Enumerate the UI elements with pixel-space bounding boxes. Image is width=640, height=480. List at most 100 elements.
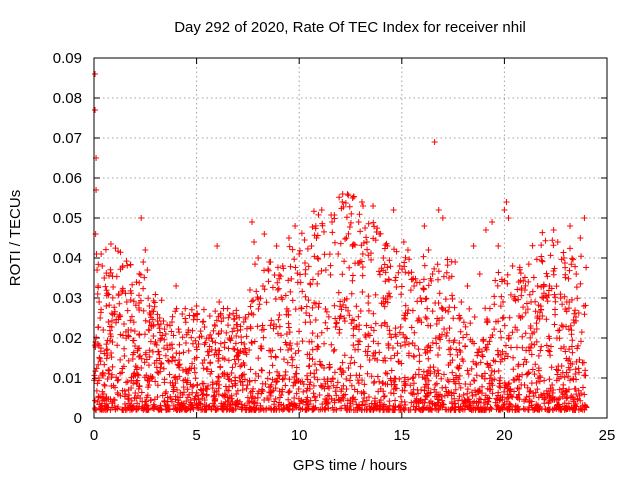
- dense-marker: [103, 270, 110, 277]
- dense-marker: [311, 361, 318, 368]
- dense-marker: [309, 356, 316, 363]
- dense-marker: [295, 385, 302, 392]
- dense-marker: [365, 330, 372, 337]
- data-point: [503, 199, 510, 205]
- dense-marker: [141, 274, 148, 281]
- dense-marker: [130, 337, 137, 344]
- dense-marker: [533, 326, 540, 333]
- dense-marker: [297, 279, 304, 286]
- dense-marker: [156, 405, 163, 412]
- dense-marker: [96, 354, 103, 361]
- dense-marker: [148, 397, 155, 404]
- dense-marker: [460, 358, 467, 365]
- dense-marker: [303, 387, 310, 394]
- dense-marker: [109, 294, 116, 301]
- data-point: [115, 291, 122, 297]
- dense-marker: [459, 397, 466, 404]
- dense-marker: [296, 247, 303, 254]
- dense-marker: [525, 261, 532, 268]
- dense-marker: [543, 342, 550, 349]
- dense-marker: [365, 220, 372, 227]
- y-tick-label: 0.03: [53, 290, 82, 307]
- dense-marker: [98, 400, 105, 407]
- dense-marker: [535, 394, 542, 401]
- dense-marker: [162, 352, 169, 359]
- dense-marker: [399, 266, 406, 273]
- data-point: [285, 235, 292, 241]
- dense-marker: [166, 358, 173, 365]
- data-point: [476, 271, 483, 277]
- dense-marker: [463, 331, 470, 338]
- dense-marker: [359, 288, 366, 295]
- dense-marker: [368, 324, 375, 331]
- dense-marker: [372, 349, 379, 356]
- data-point: [376, 231, 383, 237]
- dense-marker: [212, 308, 219, 315]
- dense-marker: [94, 398, 101, 405]
- dense-marker: [124, 396, 131, 403]
- dense-marker: [374, 373, 381, 380]
- dense-marker: [558, 345, 565, 352]
- dense-marker: [425, 385, 432, 392]
- dense-marker: [456, 312, 463, 319]
- dense-marker: [314, 333, 321, 340]
- dense-marker: [555, 327, 562, 334]
- data-point: [335, 251, 342, 257]
- dense-marker: [348, 320, 355, 327]
- dense-marker: [572, 366, 579, 373]
- dense-marker: [319, 401, 326, 408]
- dense-marker: [289, 246, 296, 253]
- dense-marker: [340, 369, 347, 376]
- dense-marker: [198, 406, 205, 413]
- y-tick-labels: 0 0.01 0.02 0.03 0.04 0.05 0.06 0.07 0.08 0.09: [53, 50, 82, 427]
- dense-marker: [386, 406, 393, 413]
- dense-marker: [122, 391, 129, 398]
- dense-marker: [119, 387, 126, 394]
- data-point: [152, 339, 159, 345]
- dense-marker: [209, 338, 216, 345]
- dense-marker: [519, 344, 526, 351]
- data-point: [339, 199, 346, 205]
- dense-marker: [164, 321, 171, 328]
- dense-marker: [581, 391, 588, 398]
- data-point: [417, 295, 424, 301]
- data-point: [103, 303, 110, 309]
- dense-marker: [268, 406, 275, 413]
- dense-marker: [320, 228, 327, 235]
- data-point: [411, 283, 418, 289]
- dense-marker: [128, 406, 135, 413]
- data-point: [550, 227, 557, 233]
- dense-marker: [393, 284, 400, 291]
- dense-marker: [576, 356, 583, 363]
- dense-marker: [501, 388, 508, 395]
- dense-marker: [150, 308, 157, 315]
- dense-marker: [188, 334, 195, 341]
- dense-marker: [582, 367, 589, 374]
- dense-marker: [511, 388, 518, 395]
- dense-marker: [555, 401, 562, 408]
- dense-marker: [573, 284, 580, 291]
- dense-marker: [345, 307, 352, 314]
- dense-marker: [288, 275, 295, 282]
- dense-marker: [551, 265, 558, 272]
- dense-marker: [576, 392, 583, 399]
- dense-marker: [134, 364, 141, 371]
- dense-marker: [567, 360, 574, 367]
- dense-marker: [573, 376, 580, 383]
- dense-marker: [503, 342, 510, 349]
- data-point: [214, 243, 221, 249]
- dense-marker: [130, 319, 137, 326]
- dense-marker: [577, 280, 584, 287]
- dense-marker: [520, 304, 527, 311]
- dense-marker: [145, 362, 152, 369]
- data-point: [359, 251, 366, 257]
- dense-marker: [149, 374, 156, 381]
- dense-marker: [137, 271, 144, 278]
- dense-marker: [446, 346, 453, 353]
- dense-marker: [408, 276, 415, 283]
- dense-marker: [376, 271, 383, 278]
- dense-marker: [282, 372, 289, 379]
- dense-marker: [288, 345, 295, 352]
- dense-marker: [272, 405, 279, 412]
- dense-marker: [107, 266, 114, 273]
